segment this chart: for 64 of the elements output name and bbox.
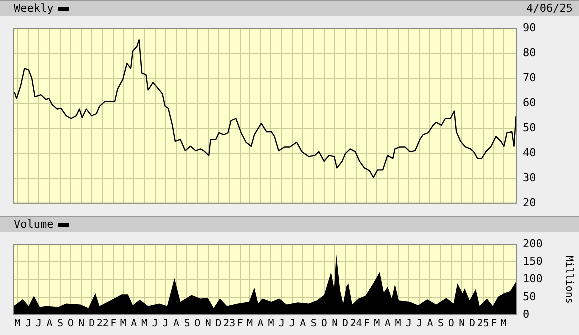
x-tick-label: J [416,318,422,330]
y-tick-label: 40 [523,146,536,160]
legend-label: Volume [14,218,54,231]
x-tick-label: 23 [224,318,236,330]
x-tick-label: J [289,318,296,330]
x-tick-label: M [395,318,402,330]
x-tick-label: S [438,318,444,330]
y-tick-label: 50 [523,121,536,134]
x-tick-label: J [26,318,32,330]
x-tick-label: M [268,318,274,330]
x-tick-label: M [374,318,380,330]
x-tick-label: M [142,318,148,330]
x-tick-label: J [36,318,42,330]
x-tick-label: M [247,318,254,330]
x-tick-label: A [258,318,264,330]
y-tick-label: 150 [523,255,543,268]
x-tick-label: O [321,318,328,330]
x-tick-label: D [342,318,349,330]
y-tick-label: 200 [523,237,543,250]
x-tick-label: N [459,318,466,330]
x-tick-label: N [78,318,85,330]
y-tick-label: 60 [523,96,536,110]
x-tick-label: F [491,318,498,330]
x-tick-label: O [68,318,74,330]
y-tick-label: 80 [523,46,536,60]
y-tick-label: 0 [523,308,530,321]
x-tick-label: N [205,318,212,330]
x-tick-label: M [500,318,507,330]
x-tick-label: D [89,318,96,330]
x-tick-label: D [216,318,222,330]
y-tick-label: 30 [523,171,536,184]
x-tick-label: 22 [96,318,109,330]
x-tick-label: F [110,318,117,330]
x-tick-label: N [332,318,338,330]
x-tick-label: F [237,318,244,330]
y-tick-label: 50 [523,290,536,304]
x-tick-label: S [184,318,190,330]
y-tick-label: 70 [523,71,536,84]
y-tick-label: 20 [523,196,536,210]
x-tick-label: S [310,318,317,330]
x-tick-label: A [173,318,180,330]
text: 4/06/25 [526,2,573,15]
y-tick-label: 90 [523,21,536,34]
legend-label: Weekly [14,2,54,15]
x-tick-label: O [448,318,454,330]
x-tick-label: A [131,318,138,330]
x-tick-label: F [364,318,370,330]
y-tick-label: 100 [523,272,543,286]
x-tick-label: A [300,318,306,330]
x-tick-label: J [278,318,286,330]
x-tick-label: J [406,318,412,330]
x-tick-label: S [58,318,64,330]
x-tick-label: 25 [477,318,490,330]
x-tick-label: M [14,318,21,330]
x-tick-label: A [427,318,434,330]
x-tick-label: D [470,318,476,330]
x-tick-label: O [194,318,201,330]
x-tick-label: J [162,318,169,330]
x-tick-label: 24 [350,318,362,330]
x-tick-label: A [46,318,53,330]
y-axis-title: Millions [563,256,574,304]
x-tick-label: J [152,318,158,330]
x-tick-label: A [384,318,391,330]
x-tick-label: M [120,318,126,330]
